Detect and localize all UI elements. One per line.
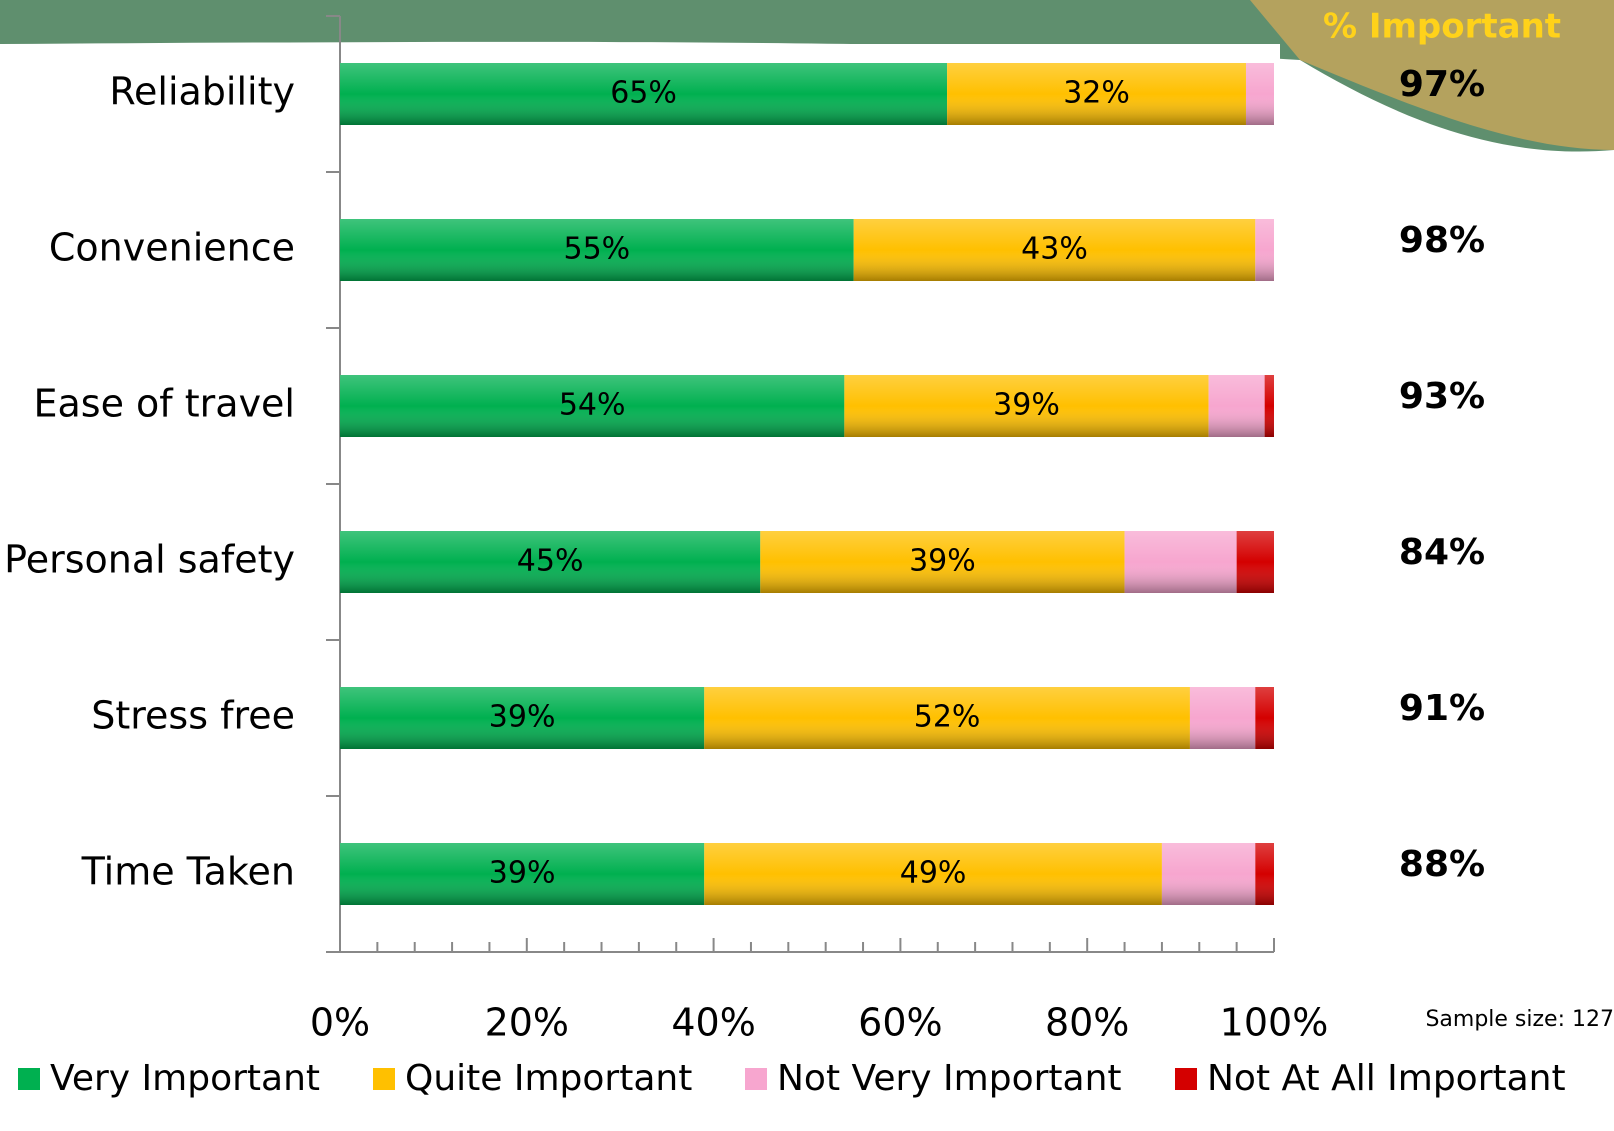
y-tick-label: Time Taken	[81, 850, 295, 894]
legend-swatch	[745, 1068, 767, 1090]
total-label: 98%	[1399, 220, 1485, 261]
x-tick-label: 60%	[858, 1001, 942, 1045]
bar-shade	[844, 375, 1209, 437]
data-label: 32%	[1063, 76, 1130, 111]
total-label: 88%	[1399, 844, 1485, 885]
y-tick-label: Stress free	[91, 694, 295, 738]
bar-shade	[340, 219, 854, 281]
legend-swatch	[1175, 1068, 1197, 1090]
y-tick-label: Convenience	[49, 226, 295, 270]
bar-shade	[340, 531, 761, 593]
total-label: 84%	[1399, 532, 1485, 573]
legend-label: Very Important	[50, 1058, 320, 1099]
totals-title: % Important	[1323, 7, 1561, 47]
bar-shade	[760, 531, 1125, 593]
bar-shade	[853, 219, 1256, 281]
data-label: 39%	[489, 700, 556, 735]
bar-shade	[340, 375, 845, 437]
data-label: 43%	[1021, 232, 1088, 267]
x-tick-label: 20%	[485, 1001, 569, 1045]
bar-shade	[340, 63, 948, 125]
legend-label: Not Very Important	[777, 1058, 1122, 1099]
bar-shade	[947, 63, 1246, 125]
total-label: 91%	[1399, 688, 1485, 729]
x-tick-label: 40%	[671, 1001, 755, 1045]
data-label: 65%	[610, 76, 677, 111]
x-tick-label: 80%	[1045, 1001, 1129, 1045]
bar-shade	[704, 687, 1190, 749]
y-tick-label: Reliability	[109, 70, 295, 114]
bar-shade	[340, 843, 705, 905]
bar-shade	[1161, 843, 1256, 905]
legend-swatch	[373, 1068, 395, 1090]
header-decoration	[0, 0, 1614, 152]
y-tick-label: Ease of travel	[34, 382, 296, 426]
total-label: 93%	[1399, 376, 1485, 417]
bar-shade	[340, 687, 705, 749]
legend-label: Quite Important	[405, 1058, 692, 1099]
data-label: 45%	[517, 544, 584, 579]
x-tick-label: 100%	[1220, 1001, 1329, 1045]
legend-swatch	[18, 1068, 40, 1090]
bar-shade	[1236, 531, 1274, 593]
bar-shade	[1124, 531, 1237, 593]
header-decoration	[1250, 0, 1614, 150]
data-label: 39%	[993, 388, 1060, 423]
bar-shade	[704, 843, 1162, 905]
bar-shade	[1245, 63, 1274, 125]
bar-shade	[1255, 219, 1274, 281]
y-tick-label: Personal safety	[4, 538, 295, 582]
data-label: 39%	[909, 544, 976, 579]
x-tick-label: 0%	[310, 1001, 370, 1045]
data-label: 49%	[900, 856, 967, 891]
data-label: 55%	[564, 232, 631, 267]
data-label: 54%	[559, 388, 626, 423]
bar-shade	[1189, 687, 1256, 749]
data-label: 52%	[914, 700, 981, 735]
bar-shade	[1208, 375, 1265, 437]
data-label: 39%	[489, 856, 556, 891]
total-label: 97%	[1399, 64, 1485, 105]
bar-shade	[1255, 687, 1274, 749]
bar-shade	[1264, 375, 1274, 437]
bar-shade	[1255, 843, 1274, 905]
note: Sample size: 127	[1425, 1007, 1614, 1032]
legend-label: Not At All Important	[1207, 1058, 1566, 1099]
